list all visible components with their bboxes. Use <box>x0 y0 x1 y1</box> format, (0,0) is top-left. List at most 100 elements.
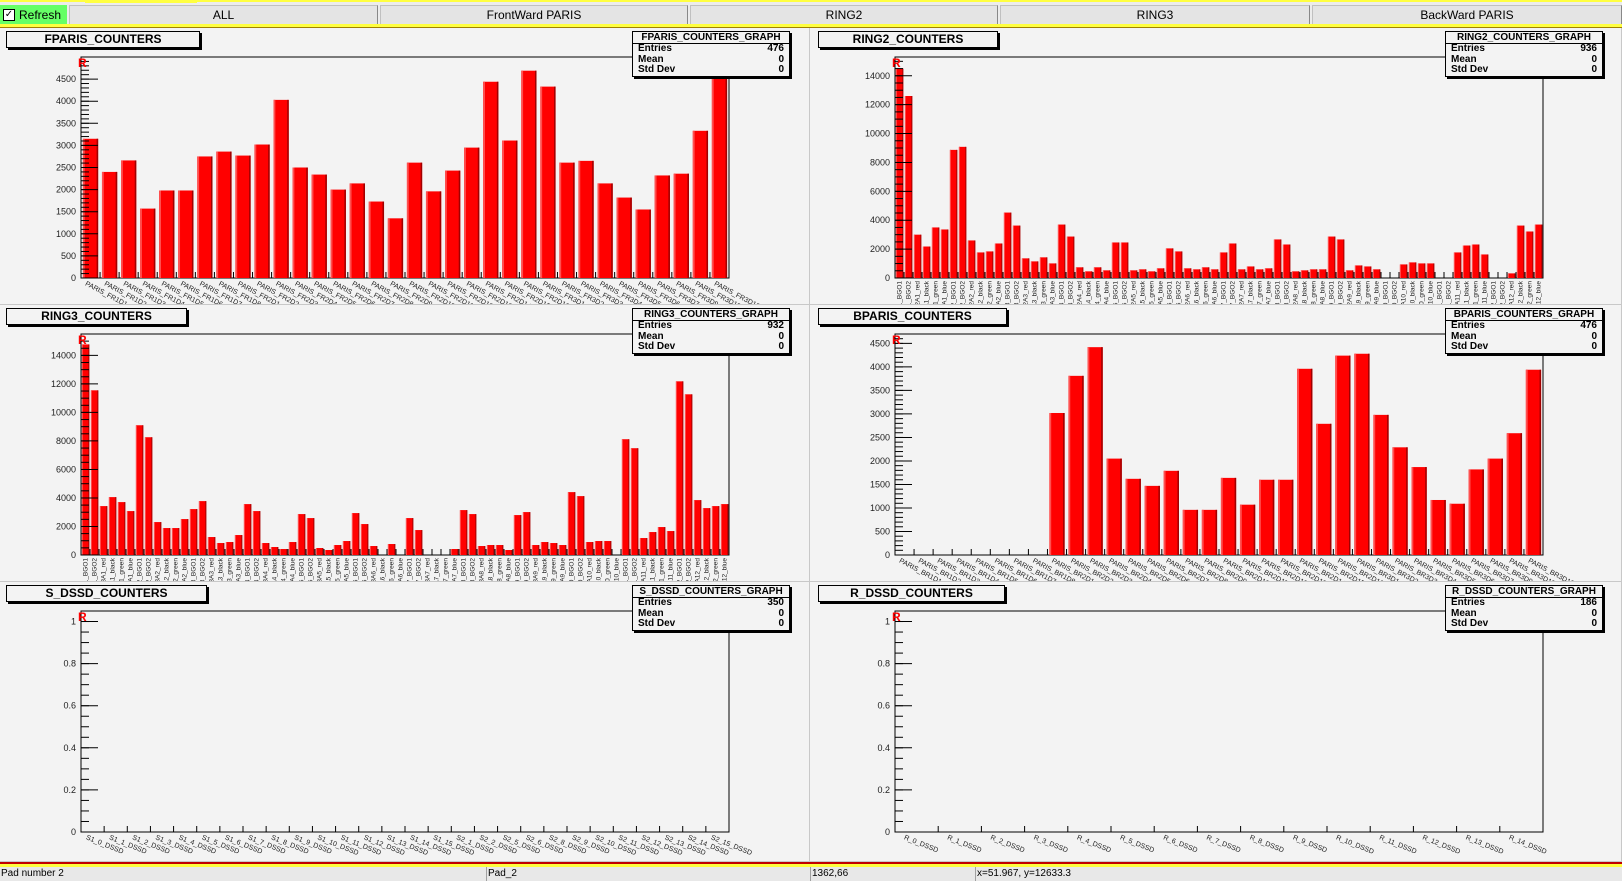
pad-r-dssd-counters[interactable]: R_0_DSSD R_1_DSSD R_2_DSSD R_3_DSSD R_4_DSSD… <box>810 582 1622 862</box>
x-tick-label: R3A9_green <box>551 558 558 582</box>
bar <box>243 504 252 555</box>
ring2-button[interactable]: RING2 <box>690 5 998 25</box>
x-tick-label: R2A1_red <box>915 281 922 305</box>
bar <box>1220 477 1237 555</box>
x-tick-label: R_13_DSSD <box>1464 834 1504 856</box>
x-tick-label: R2A3_BGO1 <box>1005 281 1012 305</box>
stats-label: Std Dev <box>1451 341 1489 352</box>
all-button[interactable]: ALL <box>69 5 378 25</box>
bar <box>1273 239 1282 278</box>
bar <box>1264 268 1273 278</box>
stats-box[interactable]: FPARIS_COUNTERS_GRAPH Entries 476 Mean 0 Std … <box>632 31 790 77</box>
bar <box>1210 269 1219 278</box>
stats-value: 0 <box>778 618 784 629</box>
x-tick-label: R2A8_BGO1 <box>1275 281 1282 305</box>
bar <box>1335 355 1351 555</box>
stats-entries: Entries 936 <box>1446 43 1602 55</box>
x-tick-label: R3A11_BGO1 <box>623 558 630 582</box>
x-tick-label: R3A5_red <box>317 558 324 582</box>
x-tick-label: R2A5_BGO1 <box>1113 281 1120 305</box>
x-tick-label: R_10_DSSD <box>1335 834 1375 856</box>
x-tick-label: R2A9_blue <box>1374 281 1381 305</box>
x-tick-label: R3A2_black <box>164 557 171 582</box>
x-tick-label: R2A11_red <box>1455 281 1462 305</box>
stats-box[interactable]: RING3_COUNTERS_GRAPH Entries 932 Mean 0 Std D… <box>632 308 790 354</box>
histogram-plot[interactable]: R3A1_BGO1 R3A1_BGO2 R3A1_red R3A1_black R3A1… <box>0 305 810 582</box>
x-tick-label: R3A6_red <box>371 558 378 582</box>
bar <box>81 344 90 555</box>
status-coordinates: x=51.967, y=12633.3 <box>975 867 1622 881</box>
frontward-paris-button[interactable]: FrontWard PARIS <box>380 5 688 25</box>
stats-title: RING3_COUNTERS_GRAPH <box>633 309 789 321</box>
x-tick-label: R3A1_green <box>119 558 126 582</box>
ring3-button[interactable]: RING3 <box>1000 5 1310 25</box>
bar <box>1282 244 1291 278</box>
bar <box>1372 269 1381 278</box>
bar <box>597 183 613 278</box>
bar <box>522 512 531 555</box>
bar <box>673 173 689 278</box>
toolbar-divider <box>0 24 1622 28</box>
histogram-title[interactable]: RING3_COUNTERS <box>6 308 187 325</box>
x-tick-label: R2A10_black <box>1410 280 1417 305</box>
x-tick-label: R_4_DSSD <box>1076 834 1112 854</box>
bar <box>1129 270 1138 278</box>
y-tick-label: 0.6 <box>63 701 76 711</box>
stats-std-dev: Std Dev 0 <box>633 64 789 76</box>
bar <box>1163 470 1179 555</box>
histogram-title[interactable]: FPARIS_COUNTERS <box>6 31 200 48</box>
stats-label: Std Dev <box>638 618 676 629</box>
histogram-plot[interactable]: PARIS_BR1D1PARIS_BR1D2PARIS_BR1D3PARIS_B… <box>810 305 1622 582</box>
status-pad-name: Pad_2 <box>486 867 810 881</box>
histogram-plot[interactable]: S1_0_DSSDS1_1_DSSDS1_2_DSSDS1_3_DSSDS1_4… <box>0 582 810 862</box>
stats-value: 0 <box>1591 330 1597 342</box>
histogram-plot[interactable]: R_0_DSSD R_1_DSSD R_2_DSSD R_3_DSSD R_4_DSSD… <box>810 582 1622 862</box>
bar <box>1525 369 1542 555</box>
histogram-title[interactable]: S_DSSD_COUNTERS <box>6 585 207 602</box>
bar <box>567 492 576 555</box>
x-tick-label: R2A9_green <box>1365 281 1372 305</box>
bar <box>711 506 720 555</box>
stats-box[interactable]: BPARIS_COUNTERS_GRAPH Entries 476 Mean 0 Std … <box>1445 308 1603 354</box>
histogram-plot[interactable]: R2A1_BGO1 R2A1_BGO2 R2A1_red R2A1_black R2A1… <box>810 28 1622 305</box>
stats-box[interactable]: RING2_COUNTERS_GRAPH Entries 936 Mean 0 Std D… <box>1445 31 1603 77</box>
histogram-title[interactable]: BPARIS_COUNTERS <box>818 308 1007 325</box>
x-tick-label: R2A5_red <box>1131 281 1138 305</box>
x-tick-label: R3A5_blue <box>344 558 351 582</box>
x-tick-label: R3A3_BGO2 <box>200 558 207 582</box>
y-tick-label: 1 <box>885 617 890 627</box>
bar <box>1003 212 1012 278</box>
y-tick-label: 0.6 <box>877 701 890 711</box>
x-tick-label: R3A12_blue <box>722 558 729 582</box>
bar <box>477 546 486 555</box>
bar <box>1165 248 1174 278</box>
x-tick-label: R3A2_BGO2 <box>146 558 153 582</box>
checkbox-checked-icon[interactable]: ✓ <box>3 9 15 21</box>
histogram-plot[interactable]: PARIS_FR1D1PARIS_FR1D2PARIS_FR1D3PARIS_F… <box>0 28 810 305</box>
backward-paris-button[interactable]: BackWard PARIS <box>1312 5 1622 25</box>
x-tick-label: R3A10_green <box>605 558 612 582</box>
bar <box>1480 254 1489 278</box>
bar <box>949 149 958 278</box>
stats-value: 0 <box>778 607 784 619</box>
x-tick-label: R3A12_green <box>713 558 720 582</box>
pad-s-dssd-counters[interactable]: S1_0_DSSD S1_1_DSSD S1_2_DSSD S1_3_DSSD S1_4… <box>0 582 810 862</box>
pad-fparis-counters[interactable]: PARIS_FR1D1 PARIS_FR1D2 PARIS_FR1D3 PARIS_F… <box>0 28 810 305</box>
histogram-title[interactable]: R_DSSD_COUNTERS <box>818 585 1005 602</box>
y-tick-label: 0 <box>71 827 76 837</box>
x-tick-label: R2A2_BGO2 <box>960 281 967 305</box>
stats-box[interactable]: S_DSSD_COUNTERS_GRAPH Entries 350 Mean 0 Std … <box>632 585 790 631</box>
bar <box>197 156 213 278</box>
pad-ring3-counters[interactable]: R3A1_BGO1 R3A1_BGO2 R3A1_red R3A1_black R3A1… <box>0 305 810 582</box>
stats-box[interactable]: R_DSSD_COUNTERS_GRAPH Entries 186 Mean 0 Std … <box>1445 585 1603 631</box>
stats-label: Entries <box>1451 597 1485 608</box>
histogram-title[interactable]: RING2_COUNTERS <box>818 31 998 48</box>
bar <box>1259 479 1275 555</box>
pad-bparis-counters[interactable]: PARIS_BR1D1 PARIS_BR1D2 PARIS_BR1D3 PARIS_B… <box>810 305 1622 582</box>
pad-ring2-counters[interactable]: R2A1_BGO1 R2A1_BGO2 R2A1_red R2A1_black R2A1… <box>810 28 1622 305</box>
bar <box>450 549 459 555</box>
stats-entries: Entries 932 <box>633 320 789 332</box>
refresh-checkbox[interactable]: ✓ Refresh <box>0 5 67 25</box>
plot-frame <box>894 56 1544 279</box>
y-tick-label: 0.2 <box>63 785 76 795</box>
